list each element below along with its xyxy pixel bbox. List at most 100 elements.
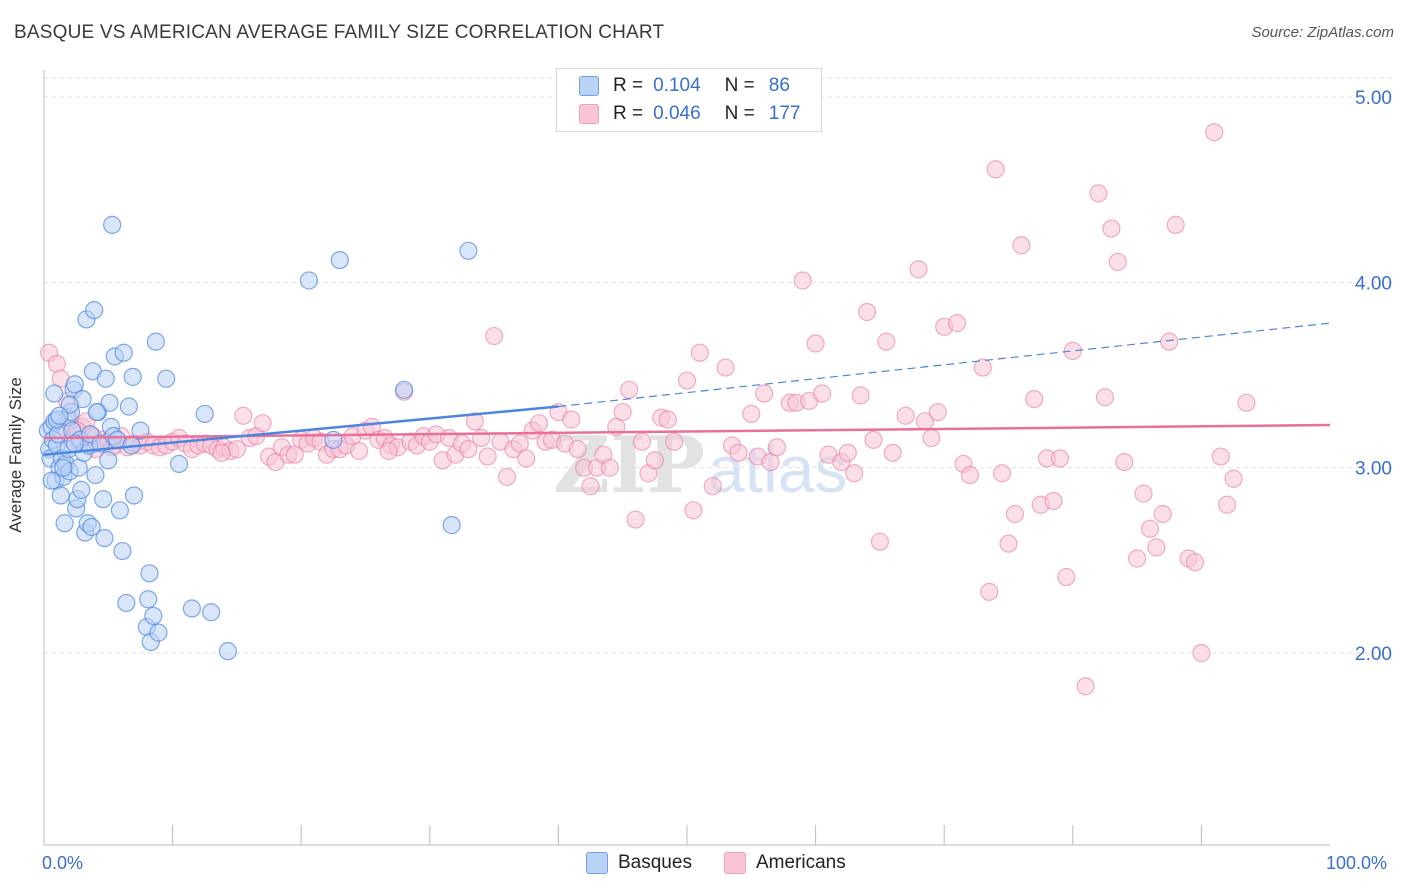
r-label: R = — [613, 103, 644, 124]
point-americans — [459, 440, 478, 459]
point-americans — [1134, 484, 1153, 503]
r-label: R = — [613, 75, 644, 96]
point-basques — [202, 603, 221, 622]
y-tick-label: 3.00 — [1355, 459, 1392, 480]
point-americans — [1057, 567, 1076, 587]
point-americans — [465, 412, 484, 431]
point-americans — [851, 386, 870, 405]
point-americans — [980, 582, 999, 601]
point-basques — [95, 528, 114, 548]
point-americans — [1140, 519, 1160, 538]
point-americans — [1218, 495, 1237, 514]
point-basques — [394, 380, 414, 399]
legend-row-americans: R = 0.046 N = 177 — [579, 101, 800, 127]
point-basques — [113, 541, 132, 561]
point-americans — [677, 371, 697, 390]
point-basques — [299, 271, 319, 290]
point-americans — [999, 534, 1018, 553]
point-basques — [114, 343, 133, 362]
point-americans — [992, 464, 1012, 483]
point-americans — [600, 458, 619, 477]
source-label: Source: ZipAtlas.com — [1251, 24, 1394, 41]
point-americans — [1166, 215, 1185, 234]
y-tick-label: 5.00 — [1355, 88, 1392, 109]
trend-basques — [43, 405, 559, 456]
point-basques — [50, 406, 69, 425]
point-basques — [182, 599, 201, 618]
point-americans — [620, 380, 639, 399]
point-americans — [349, 441, 369, 461]
point-americans — [896, 406, 915, 425]
point-americans — [613, 402, 632, 422]
point-americans — [960, 465, 980, 485]
point-americans — [684, 501, 703, 520]
point-americans — [1089, 184, 1108, 203]
point-americans — [1095, 388, 1115, 407]
legend-row-basques: R = 0.104 N = 86 — [579, 73, 790, 99]
point-americans — [729, 443, 748, 462]
point-americans — [1050, 449, 1070, 468]
correlation-legend: R = 0.104 N = 86 R = 0.046 N = 177 — [556, 68, 822, 132]
point-basques — [103, 215, 122, 234]
point-americans — [1147, 538, 1166, 557]
y-axis-label: Average Family Size — [6, 377, 25, 533]
point-americans — [1224, 469, 1243, 488]
point-basques — [65, 375, 84, 394]
point-basques — [117, 593, 136, 613]
point-americans — [665, 432, 684, 451]
point-basques — [100, 393, 119, 412]
point-basques — [119, 397, 138, 416]
point-basques — [195, 404, 214, 424]
point-americans — [1115, 453, 1134, 472]
point-basques — [218, 642, 237, 661]
point-americans — [845, 464, 864, 483]
x-tick-min: 0.0% — [42, 853, 84, 873]
point-americans — [1108, 252, 1127, 272]
point-americans — [812, 384, 832, 403]
point-basques — [169, 454, 189, 474]
legend-item-americans: Americans — [723, 852, 846, 874]
point-americans — [645, 451, 664, 470]
point-americans — [767, 438, 787, 457]
point-basques — [86, 465, 105, 485]
point-basques — [123, 367, 142, 386]
n-value-basques: 86 — [768, 75, 790, 96]
point-basques — [110, 501, 129, 520]
point-americans — [870, 532, 890, 551]
legend-label-americans: Americans — [755, 852, 846, 873]
point-americans — [806, 334, 825, 353]
point-americans — [1211, 447, 1230, 466]
point-americans — [1044, 491, 1063, 511]
point-americans — [485, 326, 504, 346]
point-americans — [1005, 504, 1025, 524]
point-americans — [755, 384, 774, 403]
americans-legend-swatch — [723, 852, 746, 874]
point-americans — [379, 441, 398, 461]
point-basques — [157, 369, 176, 388]
point-americans — [973, 358, 992, 377]
point-americans — [1063, 341, 1082, 361]
point-basques — [140, 564, 159, 583]
y-tick-label: 2.00 — [1355, 644, 1392, 665]
point-basques — [82, 517, 101, 537]
point-basques — [149, 623, 168, 642]
point-americans — [690, 343, 709, 362]
point-basques — [96, 369, 115, 388]
point-americans — [1185, 553, 1205, 572]
point-basques — [144, 606, 163, 626]
point-basques — [87, 402, 106, 422]
point-basques — [45, 384, 64, 403]
point-americans — [1153, 504, 1172, 524]
point-americans — [581, 477, 600, 496]
point-americans — [517, 449, 536, 468]
point-americans — [703, 477, 722, 496]
point-americans — [857, 302, 877, 322]
point-basques — [51, 486, 70, 505]
basques-swatch — [579, 76, 599, 96]
americans-swatch — [579, 104, 599, 124]
point-americans — [1237, 393, 1256, 412]
point-basques — [94, 490, 113, 509]
point-americans — [568, 440, 587, 459]
point-americans — [497, 467, 517, 487]
